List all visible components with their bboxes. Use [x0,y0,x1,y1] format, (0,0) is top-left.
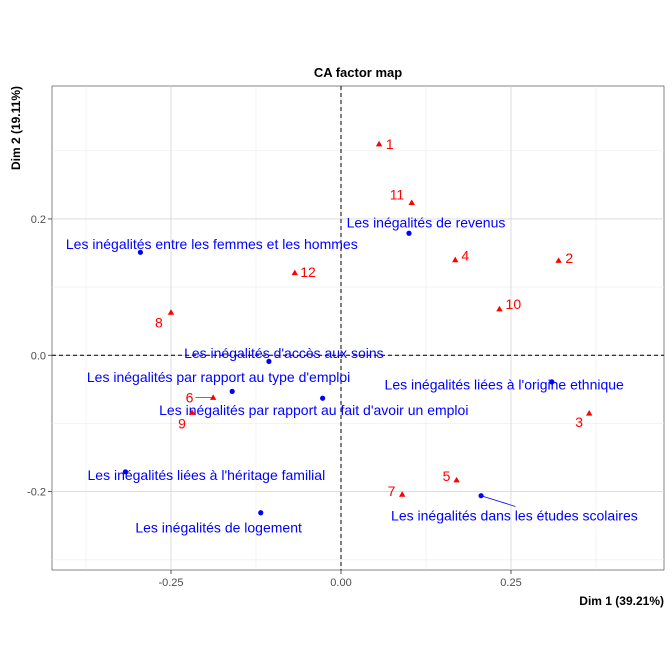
row-point-label: 3 [575,414,583,430]
row-point [496,305,503,312]
column-point-label: Les inégalités entre les femmes et les h… [66,236,358,252]
row-point [408,199,415,205]
row-point [209,394,217,400]
row-point-label: 7 [388,483,396,499]
column-point [549,379,555,385]
row-point-label: 4 [461,248,469,264]
row-point-label: 8 [155,315,163,331]
row-point [188,409,196,415]
y-tick-label: -0.2 [27,487,46,499]
row-point [555,257,562,263]
chart-title: CA factor map [314,65,402,80]
row-point [453,476,460,483]
x-tick-label: 0.00 [330,577,351,589]
x-tick-label: -0.25 [158,577,183,589]
row-point [291,269,298,276]
axis-ticks: -0.25 0.00 0.25 -0.2 0.0 0.2 [27,214,522,589]
column-point-label: Les inégalités par rapport au type d'emp… [87,369,350,385]
column-point-label: Les inégalités dans les études scolaires [391,507,638,523]
column-point [122,469,129,475]
column-point [258,510,264,516]
row-point-label: 10 [506,296,522,312]
row-point-label: 9 [178,415,186,431]
row-point-label: 1 [386,136,394,152]
row-point [452,256,459,263]
column-point-label: Les inégalités d'accès aux soins [184,345,384,361]
y-tick-label: 0.0 [31,350,46,362]
column-point [406,230,412,236]
column-point [320,395,326,401]
row-point-label: 11 [390,186,405,202]
row-point-label: 2 [565,250,573,266]
x-axis-title: Dim 1 (39.21%) [579,594,664,608]
reference-lines [52,86,664,570]
column-point [137,249,143,255]
row-point [586,410,593,416]
row-point-label: 6 [186,390,194,406]
row-point [375,140,383,147]
column-point-label: Les inégalités liées à l'origine ethniqu… [385,377,624,393]
column-point-label: Les inégalités de revenus [347,214,506,230]
row-point-label: 12 [300,264,316,280]
plot-background [51,85,665,571]
grid-lines [52,86,664,570]
x-tick-label: 0.25 [500,577,521,589]
column-point [478,493,484,499]
column-point [266,358,272,365]
row-point-label: 5 [443,468,451,484]
column-point-label: Les inégalités par rapport au fait d'avo… [159,402,468,418]
row-point [167,309,175,315]
label-leader-line [480,495,516,507]
column-point-label: Les inégalités liées à l'héritage famili… [88,467,326,483]
column-point [229,388,235,394]
column-point-label: Les inégalités de logement [135,520,302,536]
y-tick-label: 0.2 [31,214,46,226]
data-points: Les inégalités de revenus Les inégalités … [66,136,638,536]
row-point [399,491,406,497]
y-axis-title: Dim 2 (19.11%) [9,86,23,170]
